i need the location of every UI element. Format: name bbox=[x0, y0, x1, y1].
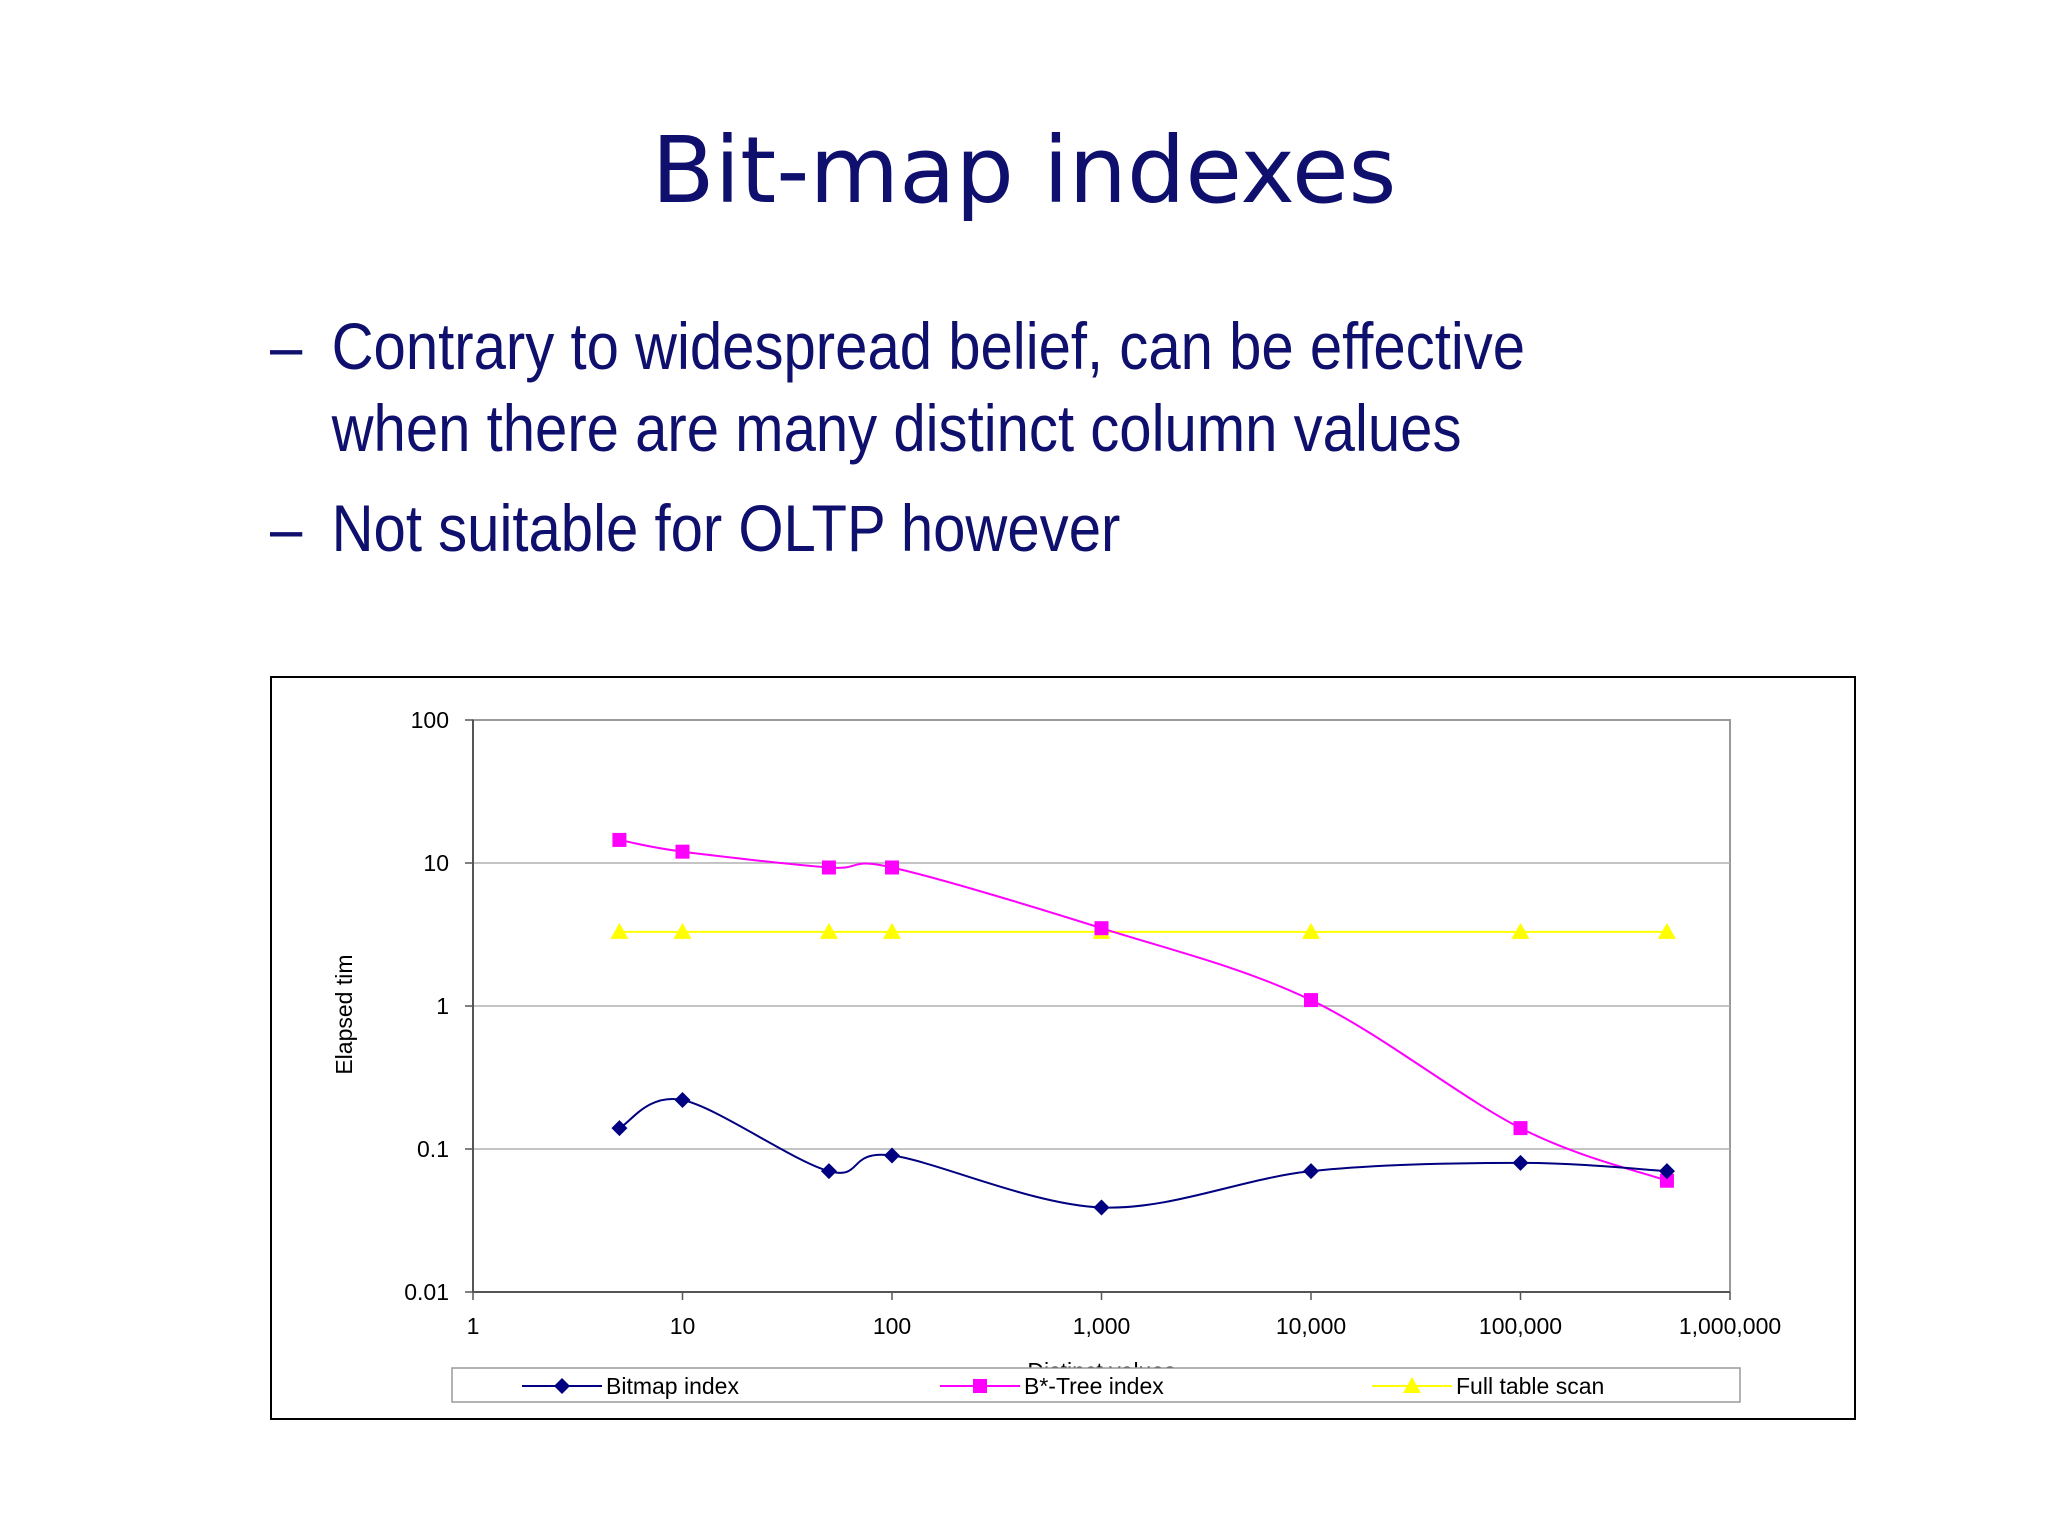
b-tree-index-point bbox=[612, 832, 627, 847]
bullet-item: – Contrary to widespread belief, can be … bbox=[270, 305, 1643, 469]
b-tree-index-point bbox=[1304, 993, 1318, 1008]
y-tick-label: 10 bbox=[423, 850, 449, 876]
full-table-scan-legend-marker bbox=[1403, 1377, 1421, 1393]
bitmap-index-point bbox=[674, 1092, 691, 1109]
y-tick-label: 100 bbox=[411, 707, 449, 733]
bullet-marker: – bbox=[270, 491, 303, 565]
bitmap-index-point bbox=[1512, 1154, 1529, 1171]
bullet-item: – Not suitable for OLTP however bbox=[270, 487, 1643, 569]
full-table-scan-point bbox=[1657, 922, 1676, 939]
bitmap-index-point bbox=[1093, 1199, 1110, 1216]
b-tree-index-legend-label: B*-Tree index bbox=[1024, 1373, 1164, 1399]
x-tick-label: 1,000,000 bbox=[1679, 1313, 1781, 1339]
bullet-text: Not suitable for OLTP however bbox=[331, 491, 1121, 565]
x-tick-label: 10 bbox=[670, 1313, 696, 1339]
chart-frame: 0.01 0.1 1 10 100 1 10 100 1,000 10,000 100,000 1,0… bbox=[270, 676, 1856, 1420]
x-tick-label: 100 bbox=[873, 1313, 911, 1339]
y-tick-label: 1 bbox=[436, 993, 449, 1019]
x-tick-label: 100,000 bbox=[1479, 1313, 1562, 1339]
b-tree-index-point bbox=[1094, 921, 1109, 936]
full-table-scan-point bbox=[673, 922, 692, 939]
x-tick-label: 10,000 bbox=[1276, 1313, 1346, 1339]
x-tick-label: 1 bbox=[467, 1313, 480, 1339]
b-tree-index-point bbox=[885, 860, 899, 875]
y-axis-title: Elapsed tim bbox=[331, 954, 357, 1074]
full-table-scan-point bbox=[883, 922, 901, 939]
full-table-scan-legend-label: Full table scan bbox=[1456, 1373, 1604, 1399]
b-tree-index-point bbox=[675, 844, 690, 859]
legend-box bbox=[451, 1367, 1741, 1403]
b-tree-index-point bbox=[1659, 1173, 1674, 1188]
bullet-text: Contrary to widespread belief, can be ef… bbox=[331, 309, 1526, 465]
x-tick-label: 1,000 bbox=[1073, 1313, 1131, 1339]
chart-svg: 0.01 0.1 1 10 100 1 10 100 1,000 10,000 100,000 1,0… bbox=[331, 707, 1781, 1403]
bitmap-index-line bbox=[618, 1097, 1667, 1209]
full-table-scan-point bbox=[819, 922, 838, 939]
bitmap-index-legend-label: Bitmap index bbox=[606, 1373, 739, 1399]
y-tick-label: 0.1 bbox=[417, 1136, 449, 1162]
slide-title: Bit-map indexes bbox=[651, 117, 1397, 224]
b-tree-index-point bbox=[1513, 1121, 1528, 1136]
bitmap-index-point bbox=[820, 1163, 837, 1180]
b-tree-index-legend-marker bbox=[973, 1379, 987, 1393]
full-table-scan-point bbox=[1302, 922, 1320, 939]
y-tick-label: 0.01 bbox=[404, 1279, 449, 1305]
full-table-scan-point bbox=[610, 922, 629, 939]
bitmap-index-point bbox=[884, 1147, 900, 1164]
full-table-scan-point bbox=[1511, 922, 1530, 939]
b-tree-index-point bbox=[821, 860, 836, 875]
bullet-marker: – bbox=[270, 309, 303, 383]
bitmap-index-point bbox=[1658, 1163, 1675, 1180]
bullet-list: – Contrary to widespread belief, can be … bbox=[270, 305, 1643, 587]
bitmap-index-legend-marker bbox=[554, 1378, 570, 1394]
bitmap-index-point bbox=[1303, 1163, 1319, 1180]
bitmap-index-point bbox=[611, 1120, 628, 1137]
b-tree-index-line bbox=[619, 838, 1668, 1182]
